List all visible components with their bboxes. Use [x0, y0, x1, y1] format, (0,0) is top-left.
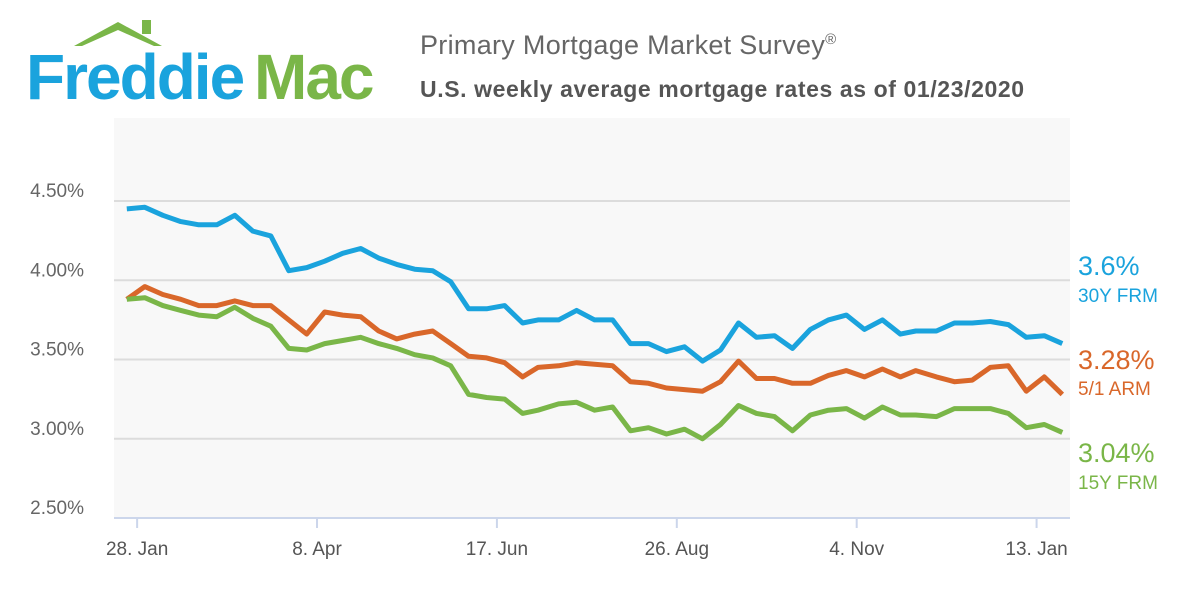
x-tick-label: 28. Jan	[106, 539, 168, 560]
y-tick-label: 4.00%	[30, 260, 84, 281]
y-tick-label: 2.50%	[30, 498, 84, 519]
x-tick-label: 4. Nov	[829, 539, 884, 560]
x-tick-label: 26. Aug	[645, 539, 709, 560]
latest-value-30y: 3.6%	[1078, 251, 1140, 281]
x-tick-label: 8. Apr	[292, 539, 342, 560]
house-roof-icon	[74, 20, 162, 46]
legend-arm: 5/1 ARM	[1078, 379, 1151, 400]
title-text: Primary Mortgage Market Survey	[420, 30, 826, 60]
y-tick-label: 3.50%	[30, 340, 84, 361]
y-tick-label: 4.50%	[30, 181, 84, 202]
latest-value-arm: 3.28%	[1078, 345, 1155, 375]
x-tick-label: 17. Jun	[466, 539, 528, 560]
series-line-30y-frm	[126, 204, 1064, 364]
logo-text-mac: Mac	[254, 41, 374, 113]
registered-mark: ®	[825, 31, 837, 48]
series-line-15y-frm	[126, 295, 1064, 442]
latest-value-15y: 3.04%	[1078, 438, 1155, 468]
legend-15y: 15Y FRM	[1078, 473, 1158, 494]
logo-text-freddie: Freddie	[26, 41, 245, 113]
series-line-5-1-arm	[125, 284, 1065, 397]
x-tick-label: 13. Jan	[1005, 539, 1067, 560]
chart-title: Primary Mortgage Market Survey®	[420, 30, 836, 61]
legend-30y: 30Y FRM	[1078, 286, 1158, 307]
chart-subtitle: U.S. weekly average mortgage rates as of…	[420, 76, 1025, 102]
freddie-mac-logo: Freddie Mac	[26, 18, 386, 112]
y-tick-label: 3.00%	[30, 419, 84, 440]
